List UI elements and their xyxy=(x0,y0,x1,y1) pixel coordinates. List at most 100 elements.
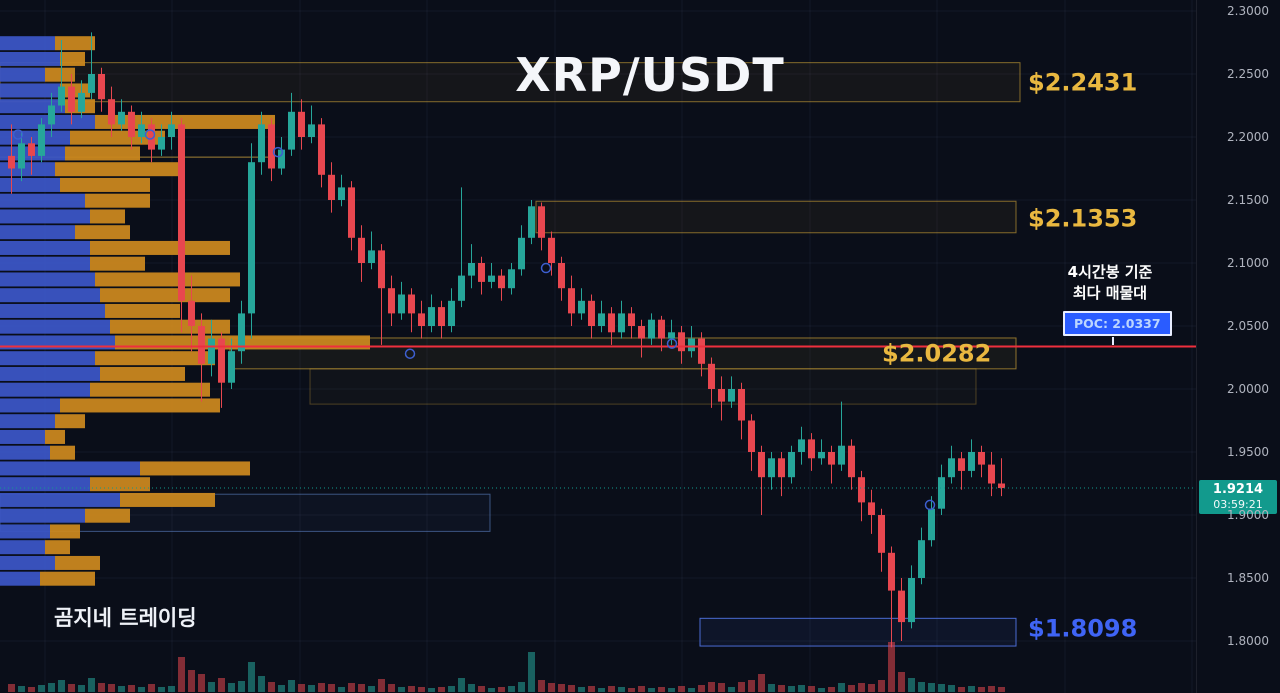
volume-bar xyxy=(208,682,215,692)
profile-row-orange xyxy=(55,36,95,51)
volume-bar xyxy=(128,685,135,692)
volume-bar xyxy=(738,682,745,692)
profile-row-orange xyxy=(45,429,65,444)
profile-row-orange xyxy=(100,288,230,303)
poc-annotation-line2: 최다 매물대 xyxy=(1072,284,1148,302)
candle-body xyxy=(618,313,625,333)
candle-body xyxy=(738,389,745,421)
poc-pointer-tick xyxy=(1112,337,1114,345)
candle-body xyxy=(758,452,765,478)
volume-bar xyxy=(348,683,355,692)
price-axis[interactable]: 1.9214 03:59:21 2.3000 2.2500 2.2000 2.1500… xyxy=(1196,0,1280,693)
profile-row-blue xyxy=(0,67,45,82)
volume-bar xyxy=(508,686,515,692)
volume-bar xyxy=(568,685,575,692)
volume-bar xyxy=(928,683,935,692)
volume-bar xyxy=(888,642,895,692)
volume-bar xyxy=(398,687,405,692)
profile-row-blue xyxy=(0,508,85,523)
profile-row-orange xyxy=(90,382,210,397)
volume-bar xyxy=(288,680,295,692)
candle-body xyxy=(818,452,825,459)
candle-body xyxy=(568,288,575,314)
candle-body xyxy=(348,187,355,238)
candle-body xyxy=(48,105,55,125)
level-labels: $2.2431 $2.1353 $2.0282 $1.8098 xyxy=(882,69,1137,643)
profile-row-blue xyxy=(0,445,50,460)
volume-bar xyxy=(658,687,665,692)
poc-value-badge: POC: 2.0337 xyxy=(1063,311,1172,336)
volume-bar xyxy=(678,686,685,692)
profile-row-blue xyxy=(0,193,85,208)
axis-price-label: 1.9500 xyxy=(1227,445,1269,459)
candle-body xyxy=(578,300,585,314)
profile-row-orange xyxy=(50,524,80,539)
candle-body xyxy=(598,313,605,326)
candle-body xyxy=(658,319,665,339)
profile-row-blue xyxy=(0,272,95,287)
profile-row-blue xyxy=(0,540,45,555)
profile-row-orange xyxy=(95,351,215,366)
profile-row-blue xyxy=(0,225,75,240)
candle-body xyxy=(18,143,25,169)
profile-row-orange xyxy=(60,177,150,192)
current-price-badge: 1.9214 03:59:21 xyxy=(1199,480,1277,515)
candle-body xyxy=(418,313,425,326)
profile-row-orange xyxy=(100,366,185,381)
volume-bar xyxy=(268,682,275,692)
volume-bar xyxy=(578,687,585,692)
candle-body xyxy=(838,445,845,465)
bar-countdown: 03:59:21 xyxy=(1213,498,1263,512)
candle-body xyxy=(788,452,795,478)
candle-body xyxy=(258,124,265,163)
candle-body xyxy=(328,174,335,200)
candle-body xyxy=(368,250,375,263)
profile-row-blue xyxy=(0,477,90,492)
candle-body xyxy=(98,74,105,100)
volume-bar xyxy=(708,682,715,692)
candle-body xyxy=(978,452,985,465)
volume-bar xyxy=(988,686,995,692)
trade-circle-marker xyxy=(12,129,24,140)
volume-bar xyxy=(108,684,115,692)
profile-row-blue xyxy=(0,114,95,129)
level-price-label: $1.8098 xyxy=(1028,615,1137,643)
volume-bar xyxy=(808,686,815,692)
axis-price-label: 1.8000 xyxy=(1227,634,1269,648)
volume-bar xyxy=(908,678,915,692)
candle-body xyxy=(438,307,445,326)
candle-body xyxy=(338,187,345,200)
price-chart-canvas[interactable]: $2.2431 $2.1353 $2.0282 $1.8098 xyxy=(0,0,1196,693)
zone-box xyxy=(535,200,1017,234)
volume-bar xyxy=(58,680,65,692)
volume-bar xyxy=(758,674,765,692)
profile-row-orange xyxy=(85,508,130,523)
candle-body xyxy=(108,99,115,125)
volume-bar xyxy=(418,687,425,692)
volume-bar xyxy=(158,687,165,692)
profile-row-orange xyxy=(120,492,215,507)
candle-body xyxy=(938,477,945,509)
profile-row-blue xyxy=(0,240,90,255)
candle-body xyxy=(288,111,295,150)
profile-row-blue xyxy=(0,256,90,271)
volume-bar xyxy=(28,687,35,692)
candle-body xyxy=(38,124,45,156)
volume-bar xyxy=(428,688,435,692)
volume-bar xyxy=(878,680,885,692)
candle-body xyxy=(528,206,535,238)
volume-bar xyxy=(588,686,595,692)
level-price-label: $2.2431 xyxy=(1028,69,1137,97)
volume-bar xyxy=(88,678,95,692)
volume-bar xyxy=(458,678,465,692)
volume-bar xyxy=(618,687,625,692)
candle-body xyxy=(68,86,75,112)
volume-bar xyxy=(138,687,145,692)
candle-body xyxy=(448,300,455,326)
profile-row-orange xyxy=(90,209,125,224)
candle-body xyxy=(668,332,675,339)
candle-body xyxy=(648,319,655,339)
volume-bar xyxy=(848,685,855,692)
volume-bar xyxy=(358,684,365,692)
